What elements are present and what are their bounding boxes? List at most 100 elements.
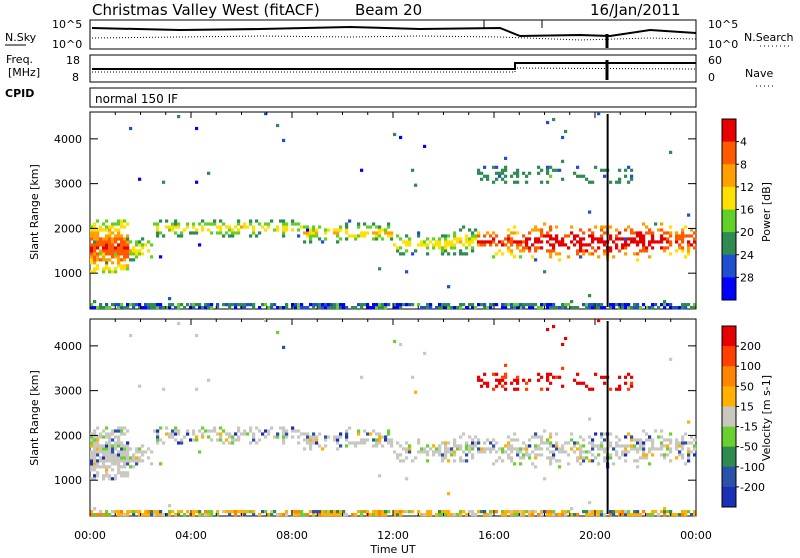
- power-cell: [549, 174, 553, 178]
- power-cell: [306, 228, 310, 232]
- velocity-cell: [207, 378, 211, 382]
- velocity-cell: [678, 444, 682, 448]
- power-cell: [441, 234, 445, 238]
- velocity-cell: [117, 450, 121, 454]
- power-cell: [177, 234, 181, 238]
- power-cell: [183, 228, 187, 232]
- velocity-cell: [336, 435, 340, 439]
- power-cell: [102, 270, 106, 274]
- power-cell: [483, 174, 487, 178]
- power-cell: [567, 255, 571, 259]
- power-cell: [438, 237, 442, 241]
- power-cell: [447, 240, 451, 244]
- power-cell: [546, 165, 550, 169]
- velocity-cell: [624, 459, 628, 463]
- velocity-cell: [501, 510, 505, 514]
- power-cell: [177, 306, 181, 310]
- velocity-cell: [387, 429, 391, 433]
- power-cell: [540, 231, 544, 235]
- velocity-cell: [687, 447, 691, 451]
- power-cell: [300, 225, 304, 229]
- power-cell: [474, 306, 478, 310]
- velocity-cell: [375, 510, 379, 514]
- velocity-cell: [129, 510, 133, 514]
- power-cell: [681, 246, 685, 250]
- velocity-cell: [105, 453, 109, 457]
- velocity-cell: [96, 447, 100, 451]
- velocity-cell: [504, 387, 508, 391]
- power-cell: [669, 303, 673, 307]
- velocity-cell: [636, 450, 640, 454]
- velocity-cell: [681, 513, 685, 517]
- velocity-cell: [282, 513, 286, 517]
- power-cell: [624, 303, 628, 307]
- power-cell: [96, 246, 100, 250]
- power-cell: [549, 234, 553, 238]
- power-cell: [291, 303, 295, 307]
- velocity-cell: [495, 384, 499, 388]
- velocity-cell: [579, 444, 583, 448]
- power-cell: [207, 171, 211, 175]
- velocity-cell: [555, 432, 559, 436]
- power-cell: [651, 306, 655, 310]
- power-cell: [555, 225, 559, 229]
- power-cell: [453, 234, 457, 238]
- power-cell: [267, 306, 271, 310]
- power-cell: [105, 261, 109, 265]
- velocity-cell: [411, 459, 415, 463]
- power-cell: [156, 234, 160, 238]
- velocity-cell: [192, 429, 196, 433]
- power-cell: [336, 240, 340, 244]
- velocity-cell: [540, 435, 544, 439]
- power-cell: [267, 225, 271, 229]
- power-colorbar-tick-1: 8: [740, 158, 747, 171]
- velocity-cell: [294, 429, 298, 433]
- power-cell: [174, 306, 178, 310]
- power-cell: [501, 177, 505, 181]
- velocity-cell: [477, 450, 481, 454]
- velocity-cell: [636, 465, 640, 469]
- power-cell: [381, 303, 385, 307]
- power-cell: [282, 231, 286, 235]
- velocity-cell: [627, 432, 631, 436]
- power-cell: [519, 249, 523, 253]
- power-cell: [255, 234, 259, 238]
- power-cell: [306, 306, 310, 310]
- power-cell: [138, 243, 142, 247]
- power-cell: [219, 225, 223, 229]
- velocity-cell: [426, 510, 430, 514]
- power-cell: [582, 174, 586, 178]
- power-cell: [108, 246, 112, 250]
- power-cell: [378, 306, 382, 310]
- velocity-cell: [609, 441, 613, 445]
- velocity-cell: [354, 441, 358, 445]
- power-cell: [459, 240, 463, 244]
- power-cell: [204, 306, 208, 310]
- velocity-cell: [660, 435, 664, 439]
- power-cell: [207, 306, 211, 310]
- velocity-cell: [444, 444, 448, 448]
- power-cell: [582, 243, 586, 247]
- velocity-cell: [105, 447, 109, 451]
- velocity-cell: [552, 510, 556, 514]
- velocity-cell: [513, 462, 517, 466]
- velocity-cell: [213, 426, 217, 430]
- velocity-cell: [420, 450, 424, 454]
- velocity-cell: [384, 510, 388, 514]
- velocity-cell: [108, 450, 112, 454]
- power-cell: [615, 228, 619, 232]
- velocity-cell: [105, 456, 109, 460]
- power-cell: [519, 255, 523, 259]
- power-cell: [624, 237, 628, 241]
- power-cell: [444, 237, 448, 241]
- power-cell: [450, 243, 454, 247]
- power-cell: [168, 225, 172, 229]
- power-cell: [546, 171, 550, 175]
- velocity-cell: [426, 459, 430, 463]
- power-cell: [363, 222, 367, 226]
- velocity-cell: [504, 375, 508, 379]
- power-cell: [597, 255, 601, 259]
- velocity-cell: [450, 450, 454, 454]
- power-cell: [540, 240, 544, 244]
- power-cell: [510, 249, 514, 253]
